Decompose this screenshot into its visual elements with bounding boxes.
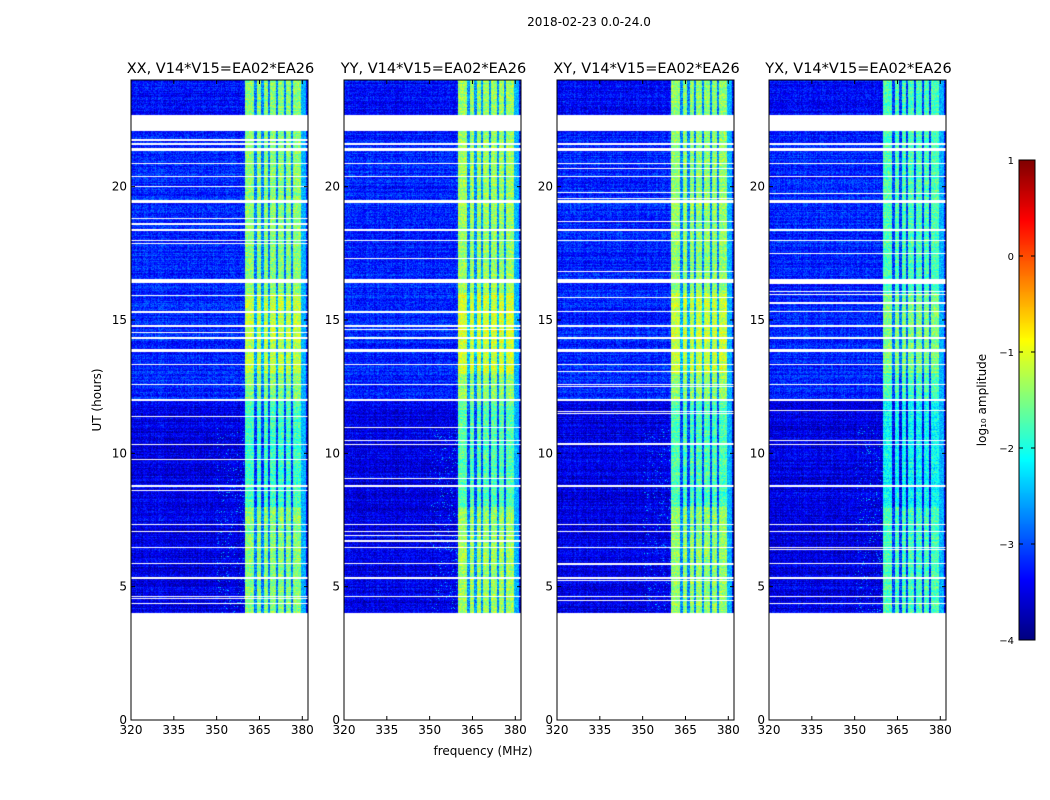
y-tick-label: 0 [332,713,340,727]
x-axis-label: frequency (MHz) [433,744,532,758]
x-tick-label: 380 [717,723,740,737]
panel-3: 320 335 350 365 380 0 5 10 15 20 XY, V14*V15=EA02*… [538,61,740,737]
panel-title-4: YX, V14*V15=EA02*EA26 [764,61,951,77]
x-tick-label: 365 [674,723,697,737]
heatmap-image-4 [769,80,946,720]
x-tick-label: 380 [929,723,952,737]
x-tick-label: 365 [461,723,484,737]
y-tick-label: 0 [757,713,765,727]
colorbar-tick-label: −4 [999,636,1014,647]
x-tick-label: 350 [631,723,654,737]
x-tick-label: 320 [333,723,356,737]
panel-title-3: XY, V14*V15=EA02*EA26 [553,61,739,77]
y-tick-label: 5 [332,580,340,594]
heatmap-image-3 [557,80,734,720]
panel-2: 320 335 350 365 380 0 5 10 15 20 YY, V14*V15=EA02*… [325,61,527,737]
x-tick-label: 380 [504,723,527,737]
plot-frame [768,79,947,721]
y-tick-label: 0 [545,713,553,727]
plot-frame [556,79,735,721]
panel-title-1: XX, V14*V15=EA02*EA26 [127,61,315,77]
x-tick-label: 335 [800,723,823,737]
colorbar-frame [1018,159,1036,641]
y-tick-label: 10 [750,446,765,460]
colorbar: −4 −3 −2 −1 0 1 log₁₀ amplitude [975,156,1036,647]
colorbar-tick-label: −1 [999,348,1014,359]
x-tick-label: 350 [843,723,866,737]
panels-group: 320 335 350 365 380 0 5 10 15 20 XX, V14*V15=EA02*… [112,61,952,737]
x-tick-label: 335 [588,723,611,737]
colorbar-gradient [1019,160,1035,640]
y-tick-label: 5 [545,580,553,594]
colorbar-tick-label: −3 [999,540,1014,551]
y-tick-label: 20 [538,180,553,194]
panel-1: 320 335 350 365 380 0 5 10 15 20 XX, V14*V15=EA02*… [112,61,315,737]
y-tick-label: 20 [112,180,127,194]
y-tick-label: 15 [750,313,765,327]
y-tick-label: 15 [538,313,553,327]
y-tick-label: 10 [112,446,127,460]
y-tick-label: 20 [750,180,765,194]
colorbar-label: log₁₀ amplitude [975,354,989,446]
y-tick-label: 15 [112,313,127,327]
heatmap-image-1 [131,80,308,720]
y-tick-label: 10 [325,446,340,460]
x-tick-label: 350 [205,723,228,737]
x-tick-label: 380 [291,723,314,737]
x-tick-label: 350 [418,723,441,737]
y-tick-label: 0 [119,713,127,727]
y-tick-label: 10 [538,446,553,460]
x-tick-label: 335 [375,723,398,737]
x-tick-label: 320 [120,723,143,737]
x-tick-label: 320 [546,723,569,737]
y-axis-label: UT (hours) [90,368,104,431]
y-tick-label: 5 [119,580,127,594]
figure-suptitle: 2018-02-23 0.0-24.0 [527,15,651,29]
x-tick-label: 365 [248,723,271,737]
y-tick-label: 20 [325,180,340,194]
x-tick-label: 335 [162,723,185,737]
panel-4: 320 335 350 365 380 0 5 10 15 20 YX, V14*V15=EA02*… [750,61,952,737]
panel-title-2: YY, V14*V15=EA02*EA26 [340,61,526,77]
x-tick-label: 320 [758,723,781,737]
colorbar-tick-label: 0 [1008,252,1014,263]
y-tick-label: 15 [325,313,340,327]
colorbar-tick-label: 1 [1008,156,1014,167]
y-tick-label: 5 [757,580,765,594]
x-tick-label: 365 [886,723,909,737]
colorbar-tick-label: −2 [999,444,1014,455]
plot-frame [130,79,309,721]
plot-frame [343,79,522,721]
heatmap-image-2 [344,80,521,720]
